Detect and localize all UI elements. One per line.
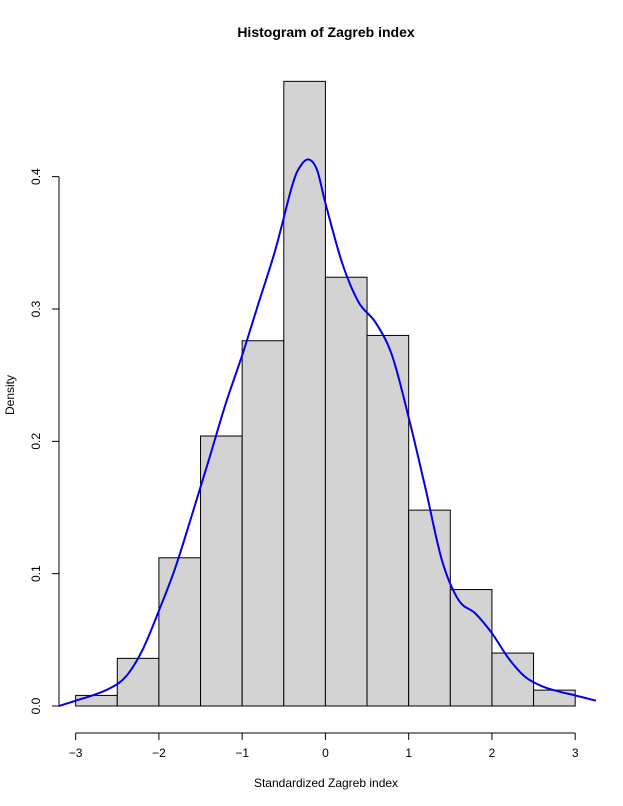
y-tick-label: 0.3 <box>29 300 43 317</box>
y-tick-label: 0.1 <box>29 565 43 582</box>
x-tick-label: 2 <box>489 746 496 760</box>
x-tick-label: −3 <box>69 746 83 760</box>
histogram-bar <box>158 557 202 707</box>
chart-title: Histogram of Zagreb index <box>237 24 415 40</box>
histogram-bar <box>408 509 451 707</box>
x-axis-label: Standardized Zagreb index <box>254 776 398 790</box>
y-tick-label: 0.2 <box>29 433 43 450</box>
x-tick-label: 1 <box>405 746 412 760</box>
x-tick-label: 3 <box>572 746 579 760</box>
x-tick-label: 0 <box>322 746 329 760</box>
x-axis: −3 −2 −1 0 1 2 3 <box>69 732 579 760</box>
y-tick-label: 0.4 <box>29 168 43 185</box>
histogram-bar <box>324 276 368 707</box>
y-axis: 0.0 0.1 0.2 0.3 0.4 <box>29 168 60 714</box>
histogram-bar <box>75 694 118 707</box>
histogram-bar <box>533 689 576 707</box>
histogram-bar <box>116 657 160 707</box>
y-axis-label: Density <box>3 375 17 415</box>
y-tick-label: 0.0 <box>29 697 43 714</box>
histogram-bar <box>241 340 285 707</box>
histogram-bars <box>75 80 576 707</box>
histogram-bar <box>491 652 535 707</box>
density-curve <box>58 158 597 707</box>
x-tick-label: −1 <box>235 746 249 760</box>
x-tick-label: −2 <box>152 746 166 760</box>
histogram-bar <box>449 589 493 707</box>
histogram-bar <box>200 435 243 707</box>
histogram-bar <box>283 80 326 707</box>
histogram-bar <box>366 334 410 707</box>
